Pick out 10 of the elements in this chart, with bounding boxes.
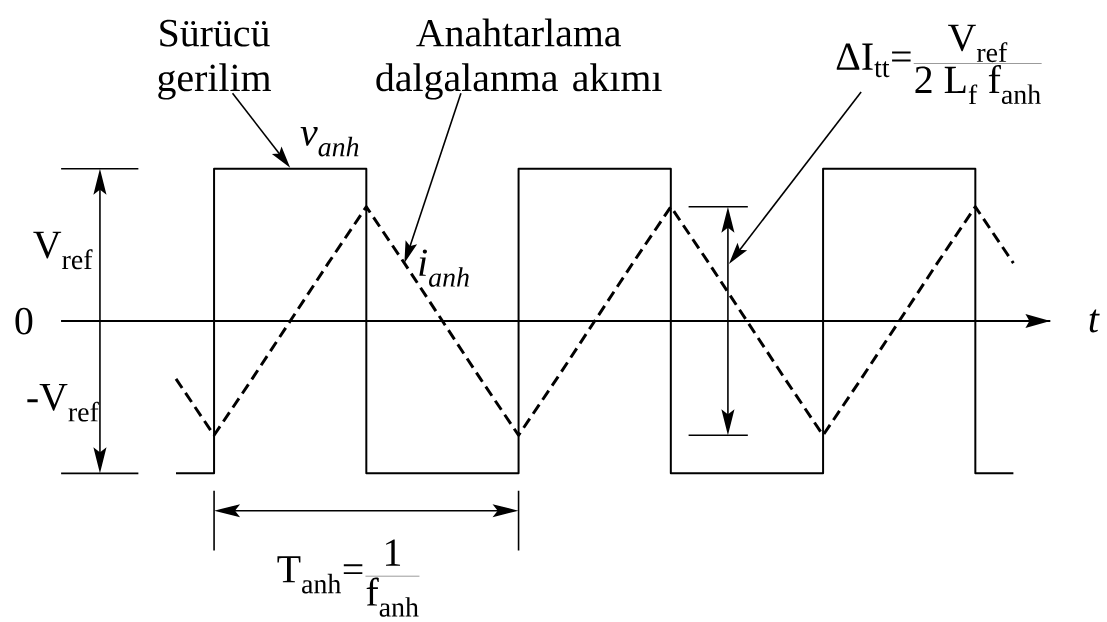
text: $\mathrm{T}_{\mathrm{anh}}\mbox{=}\frac{\mathrm{1}}{\mathrm{f}_{\mathrm{anh}}}$ [277, 539, 420, 617]
text: -V$_{ref}$ [27, 383, 99, 422]
text: v$_{anh}$ [300, 126, 359, 157]
text: Sürücü gerilim [158, 19, 271, 100]
text: V$_{ref}$ [33, 231, 93, 270]
text: 0 [15, 307, 33, 335]
x-axis-title: t [1089, 309, 1100, 333]
annotation: i$_{anh}$ [419, 249, 469, 287]
text: $\mbox{Δ}\mathrm{I}_{\mathrm{tt}}\mbox{=}\frac{\mathrm{V}_{\mathrm{ref}}}{\mathrm{2}\ \mathrm{L}_{\mathrm{f}}\ \mathrm{f}_{\mathrm{anh}}}$ [836, 24, 1042, 104]
text: Anahtarlama dalgalanma akımı [376, 18, 662, 100]
